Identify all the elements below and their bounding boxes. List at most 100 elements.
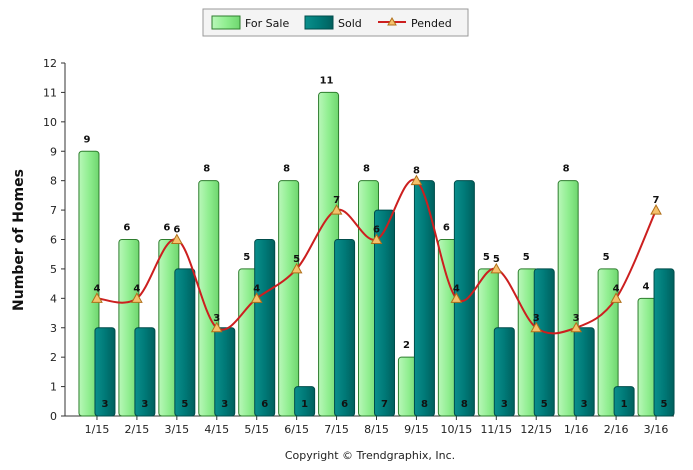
pended-series [91, 174, 662, 335]
bar-sold [573, 327, 595, 417]
data-label-pended: 4 [93, 283, 100, 294]
data-label-sold: 6 [261, 399, 268, 410]
y-tick-label: 3 [50, 322, 57, 335]
y-tick-label: 6 [50, 234, 57, 247]
x-tick-label: 4/15 [204, 423, 229, 436]
data-label-pended: 8 [413, 166, 420, 177]
pended-marker [330, 204, 343, 215]
data-label-pended: 7 [653, 195, 660, 206]
data-label-for-sale: 5 [243, 252, 250, 263]
x-tick-label: 10/15 [441, 423, 473, 436]
y-tick-label: 11 [43, 86, 57, 99]
bar-sold [134, 327, 156, 417]
data-label-sold: 5 [181, 399, 188, 410]
bar-for-sale [597, 268, 619, 417]
y-tick-label: 1 [50, 381, 57, 394]
legend-marker-pended [387, 16, 397, 26]
x-tick-label: 1/15 [85, 423, 110, 436]
data-label-pended: 3 [213, 313, 220, 324]
data-label-sold: 8 [421, 399, 428, 410]
pended-marker [290, 262, 303, 274]
x-tick-label: 6/15 [284, 423, 309, 436]
data-label-pended: 5 [493, 254, 500, 265]
legend-swatch-sold [304, 15, 334, 30]
data-label-pended: 3 [573, 313, 580, 324]
x-tick-label: 2/15 [125, 423, 150, 436]
x-tick-label: 7/15 [324, 423, 349, 436]
data-label-sold: 8 [461, 399, 468, 410]
data-label-pended: 4 [613, 283, 620, 294]
data-label-sold: 3 [141, 399, 148, 410]
legend-label-sold: Sold [338, 17, 362, 30]
data-label-sold: 7 [381, 399, 388, 410]
data-label-sold: 5 [541, 399, 548, 410]
y-tick-label: 9 [50, 145, 57, 158]
pended-marker [170, 233, 183, 244]
copyright-footer: Copyright © Trendgraphix, Inc. [285, 449, 455, 462]
data-label-pended: 5 [293, 254, 300, 265]
bar-sold [413, 180, 435, 417]
pended-marker [530, 321, 543, 333]
legend-box [202, 8, 469, 37]
bar-sold [174, 268, 196, 417]
data-label-for-sale: 11 [320, 75, 334, 86]
bar-sold [334, 239, 356, 417]
y-tick-label: 8 [50, 175, 57, 188]
pended-marker [450, 292, 463, 303]
data-label-for-sale: 9 [83, 134, 90, 145]
bar-for-sale [78, 150, 100, 417]
data-label-pended: 7 [333, 195, 340, 206]
data-label-for-sale: 5 [603, 252, 610, 263]
data-label-sold: 3 [581, 399, 588, 410]
data-label-sold: 1 [621, 399, 628, 410]
pended-marker [370, 233, 383, 244]
y-tick-label: 10 [43, 116, 57, 129]
data-label-pended: 6 [373, 225, 380, 236]
bars [78, 91, 675, 417]
data-label-sold: 3 [221, 399, 228, 410]
x-tick-label: 8/15 [364, 423, 389, 436]
bar-sold [613, 386, 635, 417]
bar-for-sale [557, 180, 579, 417]
bar-sold [254, 239, 276, 417]
y-tick-label: 2 [50, 351, 57, 364]
bar-sold [493, 327, 515, 417]
x-tick-label: 5/15 [244, 423, 269, 436]
bar-sold [374, 209, 395, 417]
bar-for-sale [278, 180, 300, 417]
x-tick-label: 3/16 [644, 423, 669, 436]
data-label-for-sale: 8 [563, 164, 570, 175]
x-ticks: 1/15 2/15 3/15 4/15 5/15 6/15 7/15 8/15 9/15 10/1… [85, 416, 669, 436]
pended-marker [650, 204, 662, 215]
x-tick-label: 12/15 [520, 423, 552, 436]
data-label-for-sale: 4 [643, 281, 650, 292]
data-label-for-sale: 6 [163, 223, 170, 234]
data-label-for-sale: 6 [123, 223, 130, 234]
bar-sold [653, 268, 675, 417]
y-tick-label: 12 [43, 57, 57, 70]
data-label-for-sale: 2 [403, 340, 410, 351]
pended-marker [610, 292, 622, 303]
data-label-pended: 4 [133, 283, 140, 294]
y-tick-label: 0 [50, 410, 57, 423]
bar-sold [94, 327, 116, 417]
pended-marker [131, 292, 143, 303]
legend-label-pended: Pended [411, 17, 452, 30]
x-tick-label: 9/15 [404, 423, 429, 436]
data-label-sold: 3 [501, 399, 508, 410]
pended-marker [490, 262, 503, 274]
data-label-for-sale: 5 [523, 252, 530, 263]
y-tick-label: 5 [50, 263, 57, 276]
legend: For Sale Sold Pended [202, 8, 469, 37]
data-label-for-sale: 8 [203, 164, 210, 175]
pended-marker [410, 174, 423, 186]
pended-marker [91, 292, 103, 303]
data-label-for-sale: 8 [283, 164, 290, 175]
bar-for-sale [198, 180, 220, 417]
x-tick-label: 11/15 [480, 423, 512, 436]
legend-swatch-for-sale [211, 15, 241, 30]
y-tick-label: 7 [50, 204, 57, 217]
pended-marker [210, 321, 223, 333]
